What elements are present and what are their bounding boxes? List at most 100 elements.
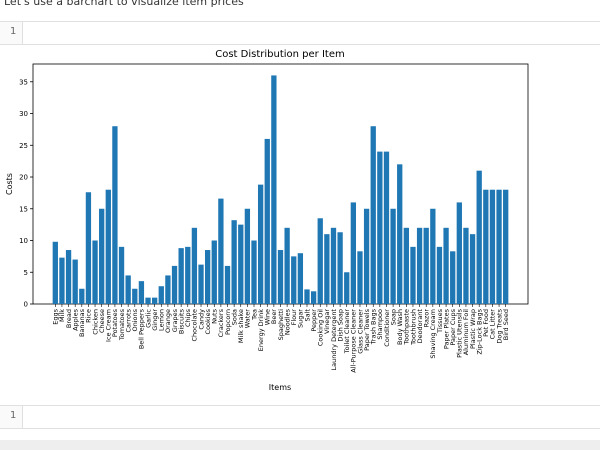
x-tick-label: Dish Soap: [336, 309, 344, 342]
bar: [469, 234, 476, 304]
bar: [317, 218, 323, 304]
bar: [198, 264, 204, 304]
x-tick-label: Grapes: [171, 308, 179, 332]
bar: [224, 265, 231, 304]
x-tick-label: Zip-Lock Bags: [475, 308, 483, 354]
bar: [185, 246, 191, 304]
bar: [330, 227, 337, 304]
bar: [450, 251, 456, 304]
x-tick-label: Chocolate: [191, 309, 199, 342]
code-cell[interactable]: 1: [0, 405, 600, 429]
x-tick-label: Shampoo: [376, 309, 384, 340]
bar: [105, 189, 111, 304]
x-tick-label: Dog Treats: [495, 308, 503, 343]
bar: [297, 253, 304, 304]
bar: [476, 170, 482, 304]
bar: [370, 126, 376, 304]
x-tick-label: Energy Drink: [257, 309, 265, 351]
bar: [99, 208, 105, 304]
bar: [271, 75, 277, 304]
bar: [284, 227, 290, 304]
x-tick-label: Deodorant: [416, 309, 424, 344]
x-tick-label: Glass Cleaner: [356, 309, 364, 354]
bar: [416, 227, 423, 304]
x-tick-label: Paper Plates: [442, 308, 450, 349]
bar: [403, 227, 409, 304]
x-tick-label: Flour: [290, 309, 298, 326]
bar: [357, 251, 363, 304]
x-tick-label: Soda: [230, 309, 238, 325]
y-tick-label: 30: [19, 110, 28, 118]
bar: [158, 286, 164, 304]
x-tick-label: Orange: [164, 309, 172, 333]
x-tick-label: Cheese: [98, 309, 106, 333]
x-tick-label: Beer: [270, 309, 278, 324]
x-tick-label: Toothpaste: [403, 309, 411, 346]
y-tick-label: 10: [19, 237, 28, 245]
x-tick-label: Bird Seed: [502, 309, 510, 340]
bar: [489, 189, 496, 304]
bar: [191, 227, 198, 304]
x-tick-label: Laundry Detergent: [330, 309, 338, 371]
x-tick-label: Body Wash: [396, 309, 404, 345]
bar: [337, 232, 343, 304]
bar: [244, 208, 251, 304]
x-tick-label: Paper Towels: [363, 308, 371, 350]
y-tick-label: 35: [19, 78, 28, 86]
code-cell[interactable]: 1: [0, 21, 600, 45]
bar: [118, 246, 125, 304]
bar: [171, 265, 178, 304]
x-tick-label: Milk: [58, 309, 66, 322]
x-tick-label: Razor: [423, 309, 431, 328]
y-axis-label: Costs: [5, 173, 14, 195]
bar: [204, 250, 211, 304]
x-tick-label: Milk shake: [237, 309, 245, 343]
bar: [211, 240, 217, 304]
x-tick-label: Apples: [71, 308, 79, 331]
x-tick-label: Rice: [85, 309, 93, 323]
x-tick-label: Popcorn: [224, 309, 232, 335]
y-tick-label: 25: [19, 142, 28, 150]
x-tick-label: Chips: [184, 308, 192, 327]
bar: [463, 227, 469, 304]
intro-text: Let's use a barchart to visualize item p…: [4, 0, 244, 8]
bar: [92, 240, 98, 304]
bar: [430, 208, 436, 304]
x-tick-label: Salt: [303, 309, 311, 322]
x-tick-label: Crackers: [217, 308, 225, 337]
bar: [496, 189, 502, 304]
bar: [423, 227, 429, 304]
y-tick-label: 5: [24, 269, 28, 277]
x-tick-label: Nuts: [211, 308, 219, 324]
bar: [483, 189, 489, 304]
bar: [59, 257, 65, 304]
y-tick-label: 15: [19, 205, 28, 213]
x-tick-label: Shaving Cream: [429, 309, 437, 359]
x-tick-label: Carrots: [124, 308, 132, 332]
x-tick-label: Vinegar: [323, 309, 331, 334]
bar: [52, 241, 58, 304]
x-tick-label: Garlic: [144, 309, 152, 328]
bar: [165, 275, 171, 304]
x-tick-label: Trash Bags: [370, 308, 378, 345]
bar: [436, 246, 443, 304]
bar: [72, 259, 78, 304]
bar: [310, 291, 317, 304]
bar: [145, 297, 151, 304]
bar: [397, 164, 403, 304]
x-tick-label: Toilet Cleaner: [343, 309, 351, 355]
bar: [291, 256, 297, 304]
x-tick-label: Eggs: [52, 308, 60, 324]
x-tick-label: Soap: [389, 309, 397, 325]
bar: [344, 272, 350, 304]
x-tick-label: Bread: [65, 309, 73, 328]
bar: [138, 281, 145, 304]
x-tick-label: Bananas: [78, 308, 86, 337]
bar: [112, 126, 118, 304]
x-axis-label: Items: [269, 383, 291, 392]
x-tick-label: Bell Peppers: [138, 308, 146, 349]
x-tick-label: Pepper: [310, 309, 318, 332]
bar: [152, 297, 158, 304]
y-tick-label: 20: [19, 174, 28, 182]
